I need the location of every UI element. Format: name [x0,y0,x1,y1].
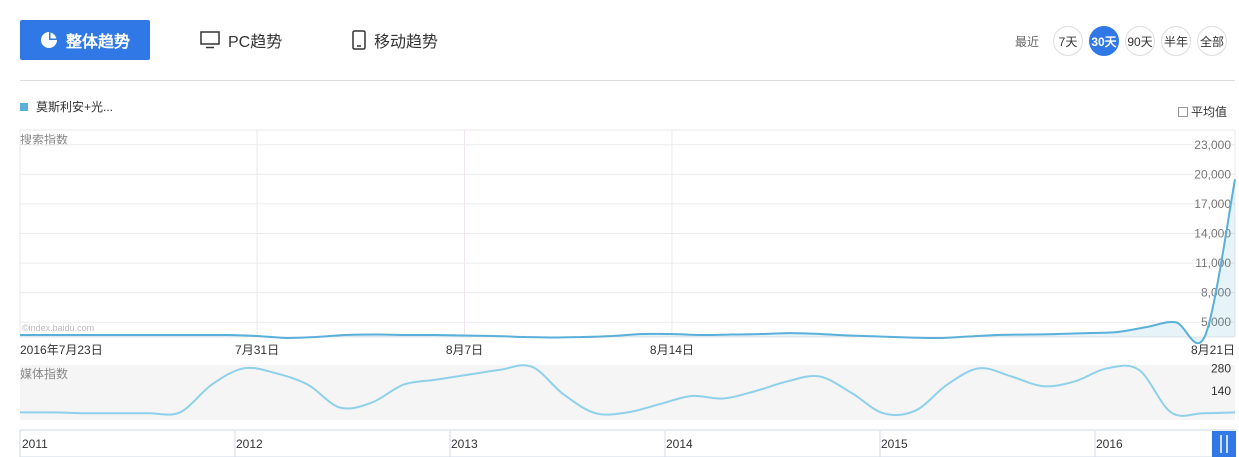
range-7-days-button[interactable]: 7天 [1053,26,1083,56]
search-y-tick-label: 5,000 [1201,315,1231,329]
timeline-tick-label: 2015 [881,437,908,451]
media-series-line [19,364,1236,417]
range-30-days-button[interactable]: 30天 [1089,26,1119,56]
toolbar-divider [20,80,1235,81]
timeline-tick-label: 2016 [1096,437,1123,451]
media-plot-area [20,365,1235,420]
search-x-tick-label: 8月21日 [1191,343,1235,357]
chart-legend[interactable]: 莫斯利安+光... [20,98,113,115]
timeline-tick-label: 2012 [236,437,263,451]
average-label: 平均值 [1190,105,1227,119]
pie-chart-icon [40,32,57,48]
range-half-year-button[interactable]: 半年 [1161,26,1191,56]
timeline-navigator [19,429,1236,457]
legend-swatch [20,102,28,111]
average-checkbox[interactable] [1177,106,1188,117]
recent-label: 最近 [1014,34,1039,49]
pc-trend-tab[interactable]: PC趋势 [200,28,282,52]
overall-trend-tab[interactable]: 整体趋势 [20,20,150,60]
range-all-button[interactable]: 全部 [1197,26,1227,56]
search-series [20,179,1236,345]
search-series-area [20,179,1235,344]
watermark: ©index.baidu.com [22,323,94,333]
mobile-trend-tab[interactable]: 移动趋势 [352,28,438,52]
media-series [19,364,1236,417]
time-range-selector: 最近 7天 30天 90天 半年 全部 [1015,26,1227,56]
legend-series-name: 莫斯利安+光... [36,100,114,114]
range-90-days-button[interactable]: 90天 [1125,26,1155,56]
overall-trend-label: 整体趋势 [65,34,130,51]
pc-trend-label: PC趋势 [228,34,283,51]
search-y-axis: 5,000 8,000 11,000 14,000 17,000 20,000 23,000 [1194,138,1231,329]
search-x-tick-label: 8月14日 [650,343,694,357]
top-toolbar: 整体趋势 PC趋势 移动趋势 最近 7天 30天 90天 半年 全部 [0,0,1239,80]
search-x-tick-label: 7月31日 [235,343,279,357]
search-x-tick-label: 8月7日 [446,343,483,357]
search-plot-area [19,129,1236,338]
media-index-title: 媒体指数 [20,366,68,381]
media-y-axis: 140 280 [1211,361,1231,398]
search-series-line [20,179,1236,345]
search-x-axis: 2016年7月23日 7月31日 8月7日 8月14日 8月21日 [20,343,1235,357]
media-y-tick-label: 280 [1211,361,1231,375]
search-y-tick-label: 11,000 [1195,256,1231,270]
media-y-tick-label: 140 [1211,384,1231,398]
timeline-tick-label: 2014 [666,437,693,451]
search-y-tick-label: 23,000 [1194,138,1231,152]
search-grid [20,130,1235,337]
timeline-axis: 2011 2012 2013 2014 2015 2016 [22,431,1123,457]
search-y-tick-label: 8,000 [1201,286,1231,300]
monitor-icon [200,31,220,49]
search-y-tick-label: 20,000 [1194,167,1231,181]
search-x-tick-label: 2016年7月23日 [20,343,103,357]
average-toggle[interactable]: 平均值 [1177,103,1227,120]
search-y-tick-label: 17,000 [1194,197,1231,211]
search-index-title: 搜索指数 [20,132,68,147]
mobile-phone-icon [352,30,366,50]
mobile-trend-label: 移动趋势 [374,34,439,51]
timeline-range-handle[interactable] [1212,431,1236,457]
timeline-tick-label: 2011 [22,437,48,451]
search-y-tick-label: 14,000 [1194,227,1231,241]
timeline-tick-label: 2013 [451,437,478,451]
